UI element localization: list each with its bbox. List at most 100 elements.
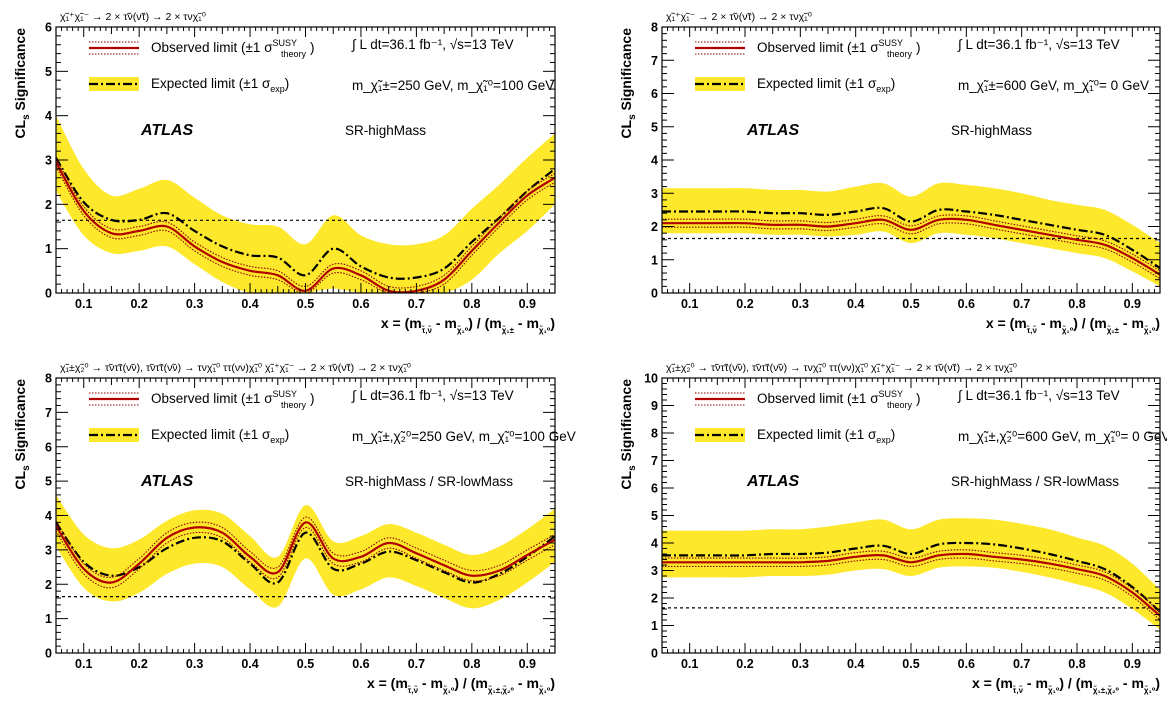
legend-observed-close: ) <box>916 40 921 55</box>
x-tick-label: 0.7 <box>1013 657 1030 671</box>
signal-region-label: SR-highMass <box>345 123 426 138</box>
y-tick-label: 8 <box>45 372 52 386</box>
expected-line <box>56 521 555 585</box>
process-label: χ̃₁⁺χ̃₁⁻ → 2 × τ̃ν(ν̃τ) → 2 × τνχ̃₁⁰ <box>666 11 812 23</box>
x-tick-label: 0.6 <box>352 297 369 311</box>
y-tick-label: 8 <box>651 21 658 35</box>
x-axis-title: x = (mτ̃,ν̃ - mχ̃₁⁰) / (mχ̃₁± - mχ̃₁⁰) <box>986 315 1160 335</box>
y-axis: 0 1 2 3 4 5 6 7 8 <box>651 21 1160 301</box>
x-tick-label: 0.8 <box>1068 657 1085 671</box>
x-tick-label: 0.9 <box>519 297 536 311</box>
y-tick-label: 2 <box>651 592 658 606</box>
y-tick-label: 3 <box>651 187 658 201</box>
y-tick-label: 5 <box>651 120 658 134</box>
x-axis-title: x = (mτ̃,ν̃ - mχ̃₁⁰) / (mχ̃₁± - mχ̃₁⁰) <box>381 315 555 335</box>
legend-observed-close: ) <box>310 40 315 55</box>
expected-sigma-band <box>662 518 1160 630</box>
y-tick-label: 5 <box>45 475 52 489</box>
y-tick-label: 9 <box>651 399 658 413</box>
y-tick-label: 2 <box>45 578 52 592</box>
x-tick-label: 0.2 <box>130 297 147 311</box>
mass-label: m_χ̃₁±,χ̃₂⁰=600 GeV, m_χ̃₁⁰= 0 GeV <box>958 429 1167 444</box>
y-tick-label: 3 <box>651 564 658 578</box>
legend-observed-close: ) <box>310 391 315 406</box>
mass-label: m_χ̃₁±=600 GeV, m_χ̃₁⁰= 0 GeV <box>958 78 1149 93</box>
y-axis: 0 1 2 3 4 5 6 <box>45 21 555 301</box>
plot-frame <box>661 377 1161 654</box>
y-tick-label: 2 <box>45 198 52 212</box>
expected-sigma-band <box>56 494 555 609</box>
observed-line <box>662 217 1160 276</box>
y-axis-title: CLs Significance <box>12 379 32 490</box>
process-label: χ̃₁±χ̃₂⁰ → τ̃ντ̃τ(ν̃ν), τ̃ντ̃τ(ν̃ν) → τν… <box>666 362 1017 374</box>
y-tick-label: 7 <box>651 54 658 68</box>
expected-line <box>662 541 1160 613</box>
observed-line <box>662 552 1160 617</box>
legend-observed-close: ) <box>916 391 921 406</box>
x-tick-label: 0.2 <box>130 657 147 671</box>
x-tick-label: 0.9 <box>1124 297 1141 311</box>
observed-theory-up-line <box>662 549 1160 613</box>
luminosity-label: ∫ L dt=36.1 fb⁻¹, √s=13 TeV <box>351 37 514 52</box>
x-tick-label: 0.7 <box>408 297 425 311</box>
luminosity-label: ∫ L dt=36.1 fb⁻¹, √s=13 TeV <box>957 388 1120 403</box>
x-tick-label: 0.1 <box>75 657 92 671</box>
y-axis-title: CLs Significance <box>12 28 32 139</box>
x-tick-label: 0.1 <box>681 297 698 311</box>
y-tick-label: 7 <box>651 454 658 468</box>
y-tick-label: 1 <box>651 619 658 633</box>
observed-theory-up-line <box>662 214 1160 272</box>
y-tick-label: 4 <box>651 537 658 551</box>
x-tick-label: 0.3 <box>186 657 203 671</box>
x-tick-label: 0.6 <box>352 657 369 671</box>
observed-theory-down-line <box>662 222 1160 280</box>
x-tick-label: 0.5 <box>902 297 919 311</box>
x-tick-label: 0.6 <box>958 657 975 671</box>
y-tick-label: 5 <box>651 509 658 523</box>
legend-observed-label: Observed limit (±1 σSUSY <box>757 38 903 55</box>
x-tick-label: 0.8 <box>463 657 480 671</box>
x-tick-label: 0.4 <box>847 297 864 311</box>
process-label: χ̃₁⁺χ̃₁⁻ → 2 × τ̃ν(ν̃τ) → 2 × τνχ̃₁⁰ <box>60 11 206 23</box>
atlas-logo-text: ATLAS <box>140 473 193 490</box>
x-tick-label: 0.5 <box>297 657 314 671</box>
y-tick-label: 6 <box>45 440 52 454</box>
observed-theory-down-line <box>56 526 555 589</box>
observed-theory-up-line <box>56 516 555 578</box>
y-tick-label: 6 <box>45 21 52 35</box>
plot-area <box>662 182 1160 287</box>
y-tick-label: 5 <box>45 65 52 79</box>
x-tick-label: 0.9 <box>1124 657 1141 671</box>
chart-panel-3: 0.1 0.2 0.3 0.4 0.5 0.6 0.7 0.8 0.9 0 1 2 3 4 5 6 7 8 CLs … <box>12 362 576 695</box>
legend-observed-sub: theory <box>887 49 913 59</box>
x-tick-label: 0.3 <box>792 657 809 671</box>
x-tick-label: 0.8 <box>463 297 480 311</box>
x-tick-label: 0.3 <box>792 297 809 311</box>
legend-expected-label: Expected limit (±1 σexp) <box>151 76 289 94</box>
mass-label: m_χ̃₁±,χ̃₂⁰=250 GeV, m_χ̃₁⁰=100 GeV <box>352 429 576 444</box>
x-tick-label: 0.9 <box>519 657 536 671</box>
luminosity-label: ∫ L dt=36.1 fb⁻¹, √s=13 TeV <box>351 388 514 403</box>
legend-observed-label: Observed limit (±1 σSUSY <box>151 389 297 406</box>
atlas-logo-text: ATLAS <box>140 122 193 139</box>
signal-region-label: SR-highMass / SR-lowMass <box>345 474 513 489</box>
y-tick-label: 1 <box>45 612 52 626</box>
luminosity-label: ∫ L dt=36.1 fb⁻¹, √s=13 TeV <box>957 37 1120 52</box>
x-tick-label: 0.2 <box>736 657 753 671</box>
x-axis: 0.1 0.2 0.3 0.4 0.5 0.6 0.7 0.8 0.9 <box>667 27 1161 311</box>
process-label: χ̃₁±χ̃₂⁰ → τ̃ντ̃τ(ν̃ν), τ̃ντ̃τ(ν̃ν) → τν… <box>60 362 411 374</box>
y-tick-label: 4 <box>651 154 658 168</box>
plot-area <box>56 494 555 609</box>
legend-expected-label: Expected limit (±1 σexp) <box>151 427 289 445</box>
observed-line <box>56 521 555 584</box>
x-tick-label: 0.4 <box>847 657 864 671</box>
signal-region-label: SR-highMass / SR-lowMass <box>951 474 1119 489</box>
x-tick-label: 0.7 <box>1013 297 1030 311</box>
x-tick-label: 0.4 <box>241 657 258 671</box>
mass-label: m_χ̃₁±=250 GeV, m_χ̃₁⁰=100 GeV <box>352 78 554 93</box>
